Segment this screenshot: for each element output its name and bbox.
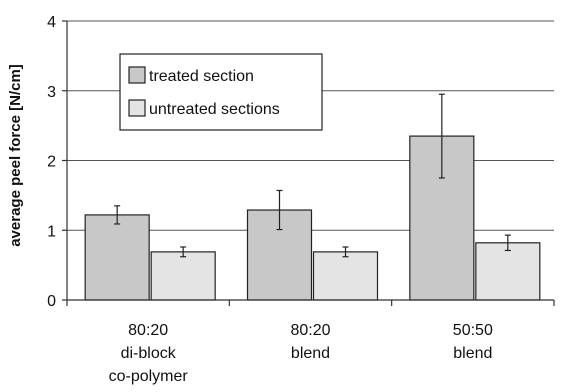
y-tick-label-0: 0: [47, 293, 56, 310]
bar-treated-0: [84, 214, 150, 301]
y-axis-label: average peel force [N/cm]: [7, 64, 24, 247]
bar-untreated-1: [312, 251, 379, 301]
y-tick-label-4: 4: [47, 14, 56, 31]
bar-untreated-0: [150, 251, 216, 301]
legend: treated section untreated sections: [119, 53, 323, 131]
category-label-0-1: di-block: [121, 345, 177, 362]
bar-untreated-2: [475, 242, 541, 301]
legend-swatch-1: [128, 99, 146, 117]
category-label-2-1: blend: [453, 345, 492, 362]
y-tick-label-3: 3: [47, 84, 56, 101]
error-bars-layer: [114, 93, 511, 258]
legend-label-1: untreated sections: [149, 101, 280, 118]
legend-box: [119, 53, 323, 131]
legend-swatch-0: [128, 66, 146, 84]
axes-layer: [62, 20, 555, 306]
category-label-2-0: 50:50: [453, 322, 493, 339]
labels-layer: 0 1 2 3 4 80:20 di-block co-polymer 80:20 blend 50…: [7, 14, 493, 385]
legend-label-0: treated section: [149, 68, 254, 85]
category-label-1-0: 80:20: [290, 322, 330, 339]
category-label-0-2: co-polymer: [109, 368, 189, 385]
y-tick-label-2: 2: [47, 154, 56, 171]
category-label-1-1: blend: [291, 345, 330, 362]
category-label-0-0: 80:20: [128, 322, 168, 339]
y-tick-label-1: 1: [47, 223, 56, 240]
